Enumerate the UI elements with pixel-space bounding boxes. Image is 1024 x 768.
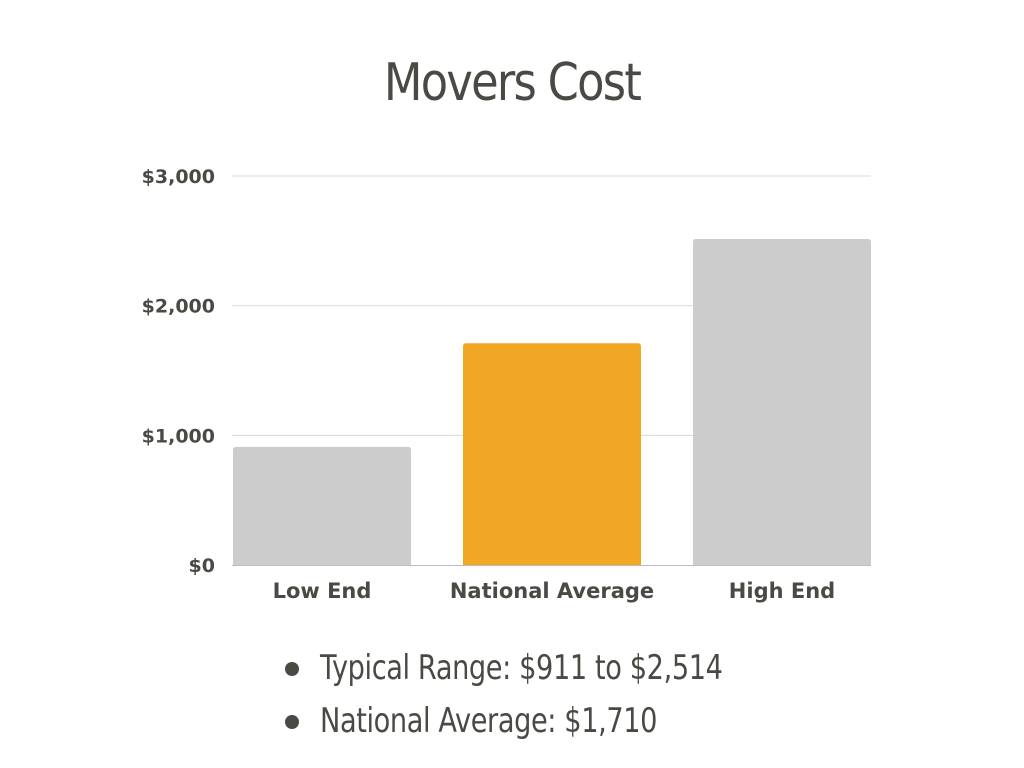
- bars: [233, 239, 871, 565]
- y-tick-label: $2,000: [142, 296, 215, 318]
- summary-item-average: National Average: $1,710: [282, 695, 823, 748]
- y-tick-label: $0: [189, 555, 215, 577]
- x-tick-label: National Average: [450, 579, 654, 603]
- summary-item-range: Typical Range: $911 to $2,514: [282, 642, 823, 695]
- chart-title: Movers Cost: [383, 53, 642, 113]
- summary-list: Typical Range: $911 to $2,514 National A…: [282, 642, 823, 748]
- summary-average-text: National Average: $1,710: [320, 701, 658, 741]
- y-tick-label: $1,000: [142, 425, 215, 447]
- bullet-icon: [285, 662, 299, 676]
- x-tick-label: High End: [729, 579, 835, 603]
- summary-range-text: Typical Range: $911 to $2,514: [320, 648, 723, 688]
- bullet-icon: [285, 715, 299, 729]
- bar: [693, 239, 871, 565]
- bar: [463, 343, 641, 565]
- labels: $0 $1,000 $2,000 $3,000 Low End National Aver…: [142, 166, 836, 603]
- x-tick-label: Low End: [273, 579, 372, 603]
- y-tick-label: $3,000: [142, 166, 215, 188]
- bar: [233, 446, 411, 565]
